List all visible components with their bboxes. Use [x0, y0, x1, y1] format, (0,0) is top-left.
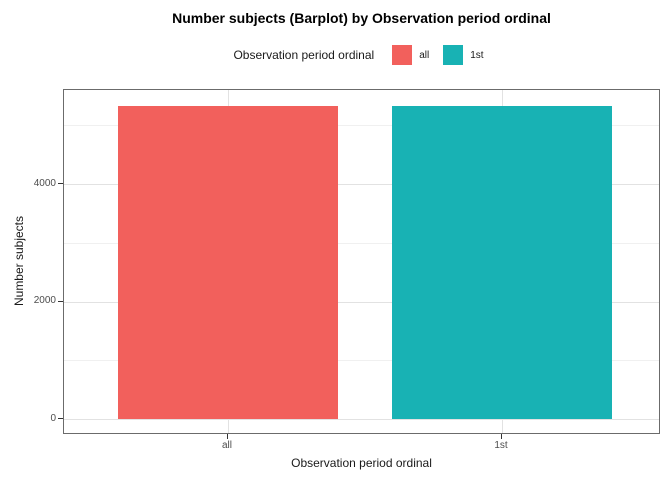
- x-tick-mark: [226, 434, 228, 439]
- bar-1st: [392, 105, 612, 420]
- legend-title: Observation period ordinal: [233, 48, 375, 62]
- legend-swatch-1st: [443, 45, 464, 65]
- gridline-minor-horizontal: [64, 360, 659, 362]
- bar-all: [118, 105, 338, 420]
- x-tick-mark: [500, 434, 502, 439]
- y-tick-label: 4000: [33, 177, 56, 189]
- gridline-major-horizontal: [64, 301, 659, 303]
- x-tick-label: 1st: [494, 440, 508, 451]
- gridline-minor-horizontal: [64, 242, 659, 244]
- legend-swatch-all: [392, 45, 413, 65]
- legend-label-1st: 1st: [470, 49, 484, 61]
- x-tick-label: all: [221, 440, 232, 451]
- y-tick-label: 2000: [33, 295, 56, 306]
- gridline-major-horizontal: [64, 184, 659, 185]
- y-tick-label: 0: [50, 412, 56, 424]
- legend-key-all: all: [392, 45, 435, 65]
- gridline-minor-horizontal: [64, 125, 659, 127]
- plot-title: Number subjects (Barplot) by Observation…: [172, 10, 551, 26]
- plot-panel: [63, 89, 660, 434]
- y-tick-mark: [58, 183, 63, 184]
- y-axis-title: Number subjects: [12, 215, 26, 307]
- y-tick-mark: [58, 418, 63, 419]
- y-tick-mark: [58, 300, 63, 302]
- x-axis-title: Observation period ordinal: [291, 456, 432, 470]
- legend: Observation period ordinal all 1st: [63, 42, 660, 68]
- legend-label-all: all: [419, 49, 430, 61]
- gridline-major-horizontal: [64, 419, 659, 420]
- legend-key-1st: 1st: [443, 45, 489, 65]
